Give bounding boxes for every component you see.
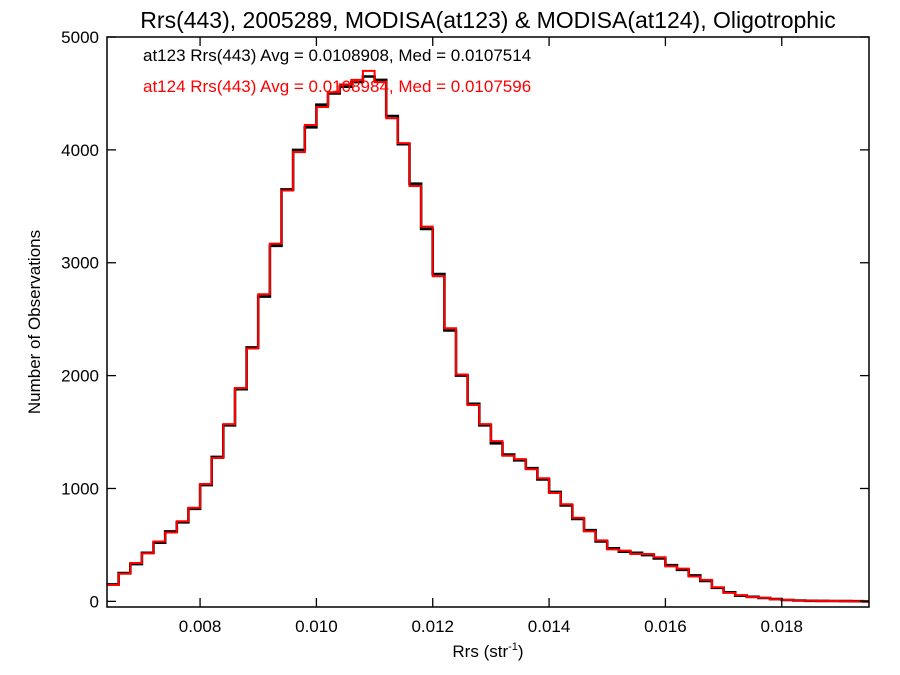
- y-tick-label: 5000: [61, 28, 99, 47]
- x-tick-label: 0.010: [295, 617, 338, 636]
- x-axis: 0.008 0.010 0.012 0.014 0.016 0.018: [179, 37, 803, 636]
- y-tick-label: 0: [90, 592, 99, 611]
- x-tick-label: 0.018: [760, 617, 803, 636]
- y-axis-label: Number of Observations: [25, 230, 44, 414]
- plot-frame: [106, 36, 870, 608]
- y-tick-label: 2000: [61, 367, 99, 386]
- y-axis: 0 1000 2000 3000 4000 5000: [61, 28, 869, 611]
- chart-title: Rrs(443), 2005289, MODISA(at123) & MODIS…: [140, 7, 835, 33]
- y-tick-label: 1000: [61, 479, 99, 498]
- x-tick-label: 0.012: [411, 617, 454, 636]
- x-axis-label: Rrs (str-1): [452, 641, 523, 661]
- x-tick-label: 0.016: [644, 617, 687, 636]
- series-layer: [107, 69, 869, 603]
- series-at124-line: [107, 69, 869, 603]
- y-tick-label: 4000: [61, 141, 99, 160]
- annotation-at123: at123 Rrs(443) Avg = 0.0108908, Med = 0.…: [143, 46, 531, 65]
- x-tick-label: 0.008: [179, 617, 222, 636]
- annotation-at124: at124 Rrs(443) Avg = 0.0108984, Med = 0.…: [143, 77, 531, 96]
- series-at123-line: [107, 75, 869, 603]
- y-tick-label: 3000: [61, 254, 99, 273]
- x-tick-label: 0.014: [528, 617, 571, 636]
